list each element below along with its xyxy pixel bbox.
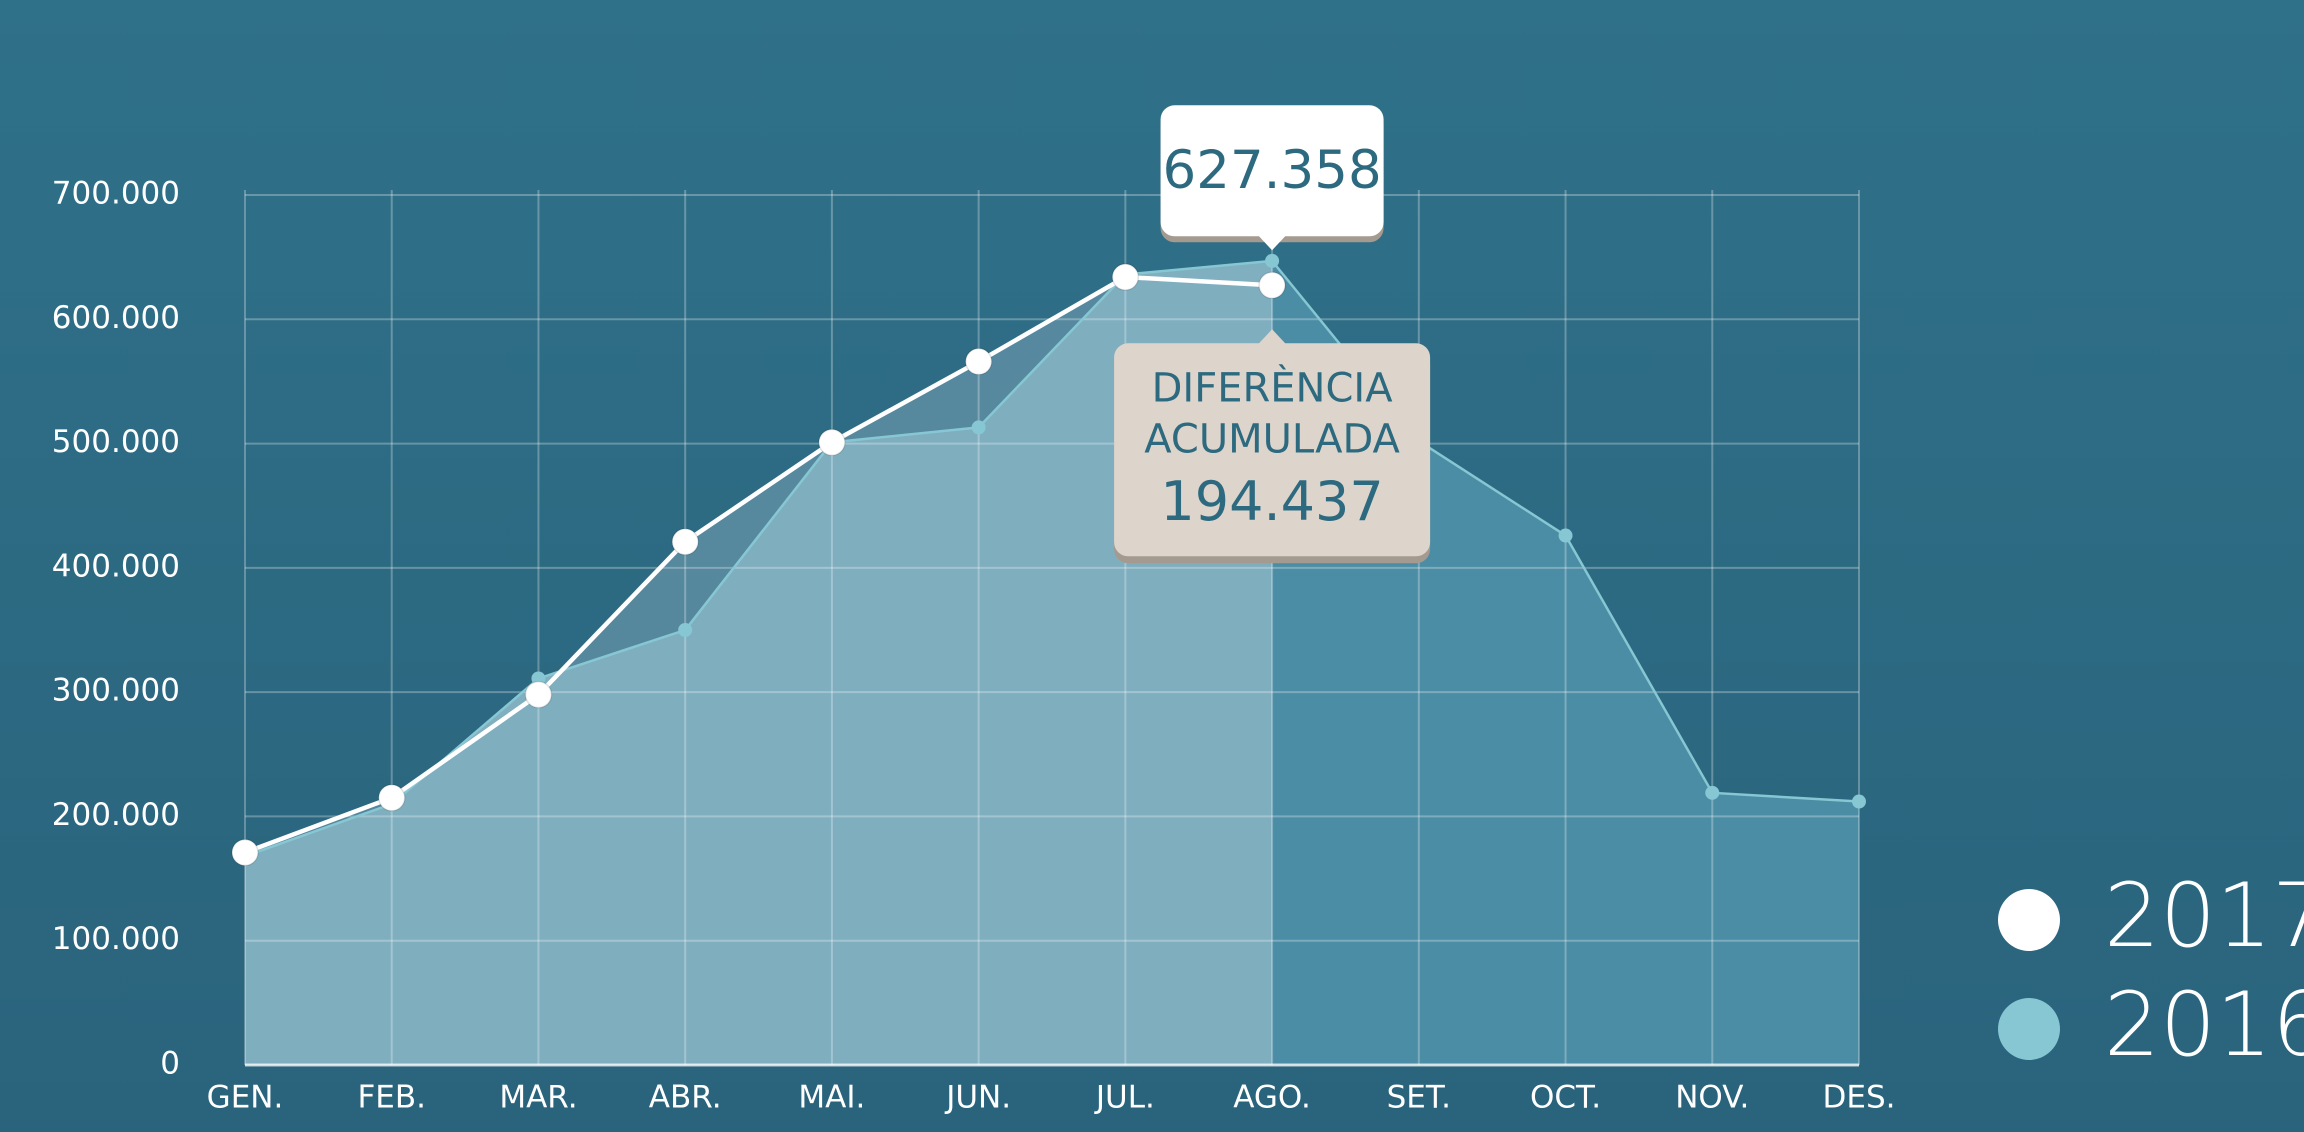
x-tick-label: SET. <box>1387 1080 1451 1116</box>
point-2017 <box>524 680 553 709</box>
point-2016 <box>1705 785 1720 800</box>
x-tick-label: MAR. <box>499 1080 577 1116</box>
line-2017 <box>244 274 1273 855</box>
y-tick-label: 0 <box>160 1046 180 1082</box>
point-2017 <box>964 347 993 376</box>
x-tick-label: AGO. <box>1233 1080 1311 1116</box>
y-tick-label: 600.000 <box>52 300 180 336</box>
overlay: 627.358 DIFERÈNCIA ACUMULADA 194.437 2017201… <box>1114 105 2304 1076</box>
x-tick-label: MAI. <box>798 1080 865 1116</box>
x-tick-label: FEB. <box>357 1080 426 1116</box>
point-2016 <box>1265 253 1280 268</box>
legend-marker <box>1998 889 2060 951</box>
x-tick-label: GEN. <box>207 1080 284 1116</box>
y-tick-label: 700.000 <box>52 176 180 212</box>
y-tick-label: 200.000 <box>52 797 180 833</box>
point-2016 <box>971 420 986 435</box>
point-2016 <box>1852 794 1866 809</box>
y-tick-label: 100.000 <box>52 921 180 957</box>
y-tick-label: 400.000 <box>52 548 180 584</box>
annotation-label: ACUMULADA <box>1144 416 1400 462</box>
point-2017 <box>377 784 406 812</box>
legend-label: 2017 <box>2104 864 2304 967</box>
point-2017 <box>231 838 259 867</box>
y-tick-label: 300.000 <box>52 673 180 709</box>
annotation-value: 194.437 <box>1160 470 1383 533</box>
line-2016 <box>244 259 1860 858</box>
point-2017 <box>671 528 699 556</box>
x-tick-label: DES. <box>1823 1080 1896 1116</box>
annotation-pointer <box>1258 329 1287 345</box>
x-tick-label: JUN. <box>944 1080 1011 1116</box>
x-tick-label: NOV. <box>1675 1080 1749 1116</box>
point-2017 <box>1111 263 1140 291</box>
annotation-label: DIFERÈNCIA <box>1152 363 1394 411</box>
legend-label: 2016 <box>2104 973 2304 1076</box>
point-2016 <box>678 623 693 637</box>
data-label: 627.358 <box>1163 140 1382 201</box>
x-tick-label: OCT. <box>1530 1080 1601 1116</box>
tooltip-pointer <box>1258 235 1287 251</box>
area-2016-ytd-top <box>245 260 1273 1065</box>
x-tick-label: ABR. <box>649 1080 722 1116</box>
legend-marker <box>1998 998 2060 1060</box>
point-2017 <box>818 428 846 457</box>
tooltip <box>1160 105 1384 237</box>
point-2016 <box>531 671 546 686</box>
point-2017 <box>1258 271 1286 300</box>
point-2016 <box>1558 528 1573 543</box>
y-tick-label: 500.000 <box>52 424 180 460</box>
areas <box>245 260 1859 1067</box>
annotation <box>1114 343 1431 557</box>
grid: 0 100.000 200.000 300.000 400.000 500.000 600.… <box>52 176 1896 1116</box>
x-tick-label: JUL. <box>1094 1080 1155 1116</box>
